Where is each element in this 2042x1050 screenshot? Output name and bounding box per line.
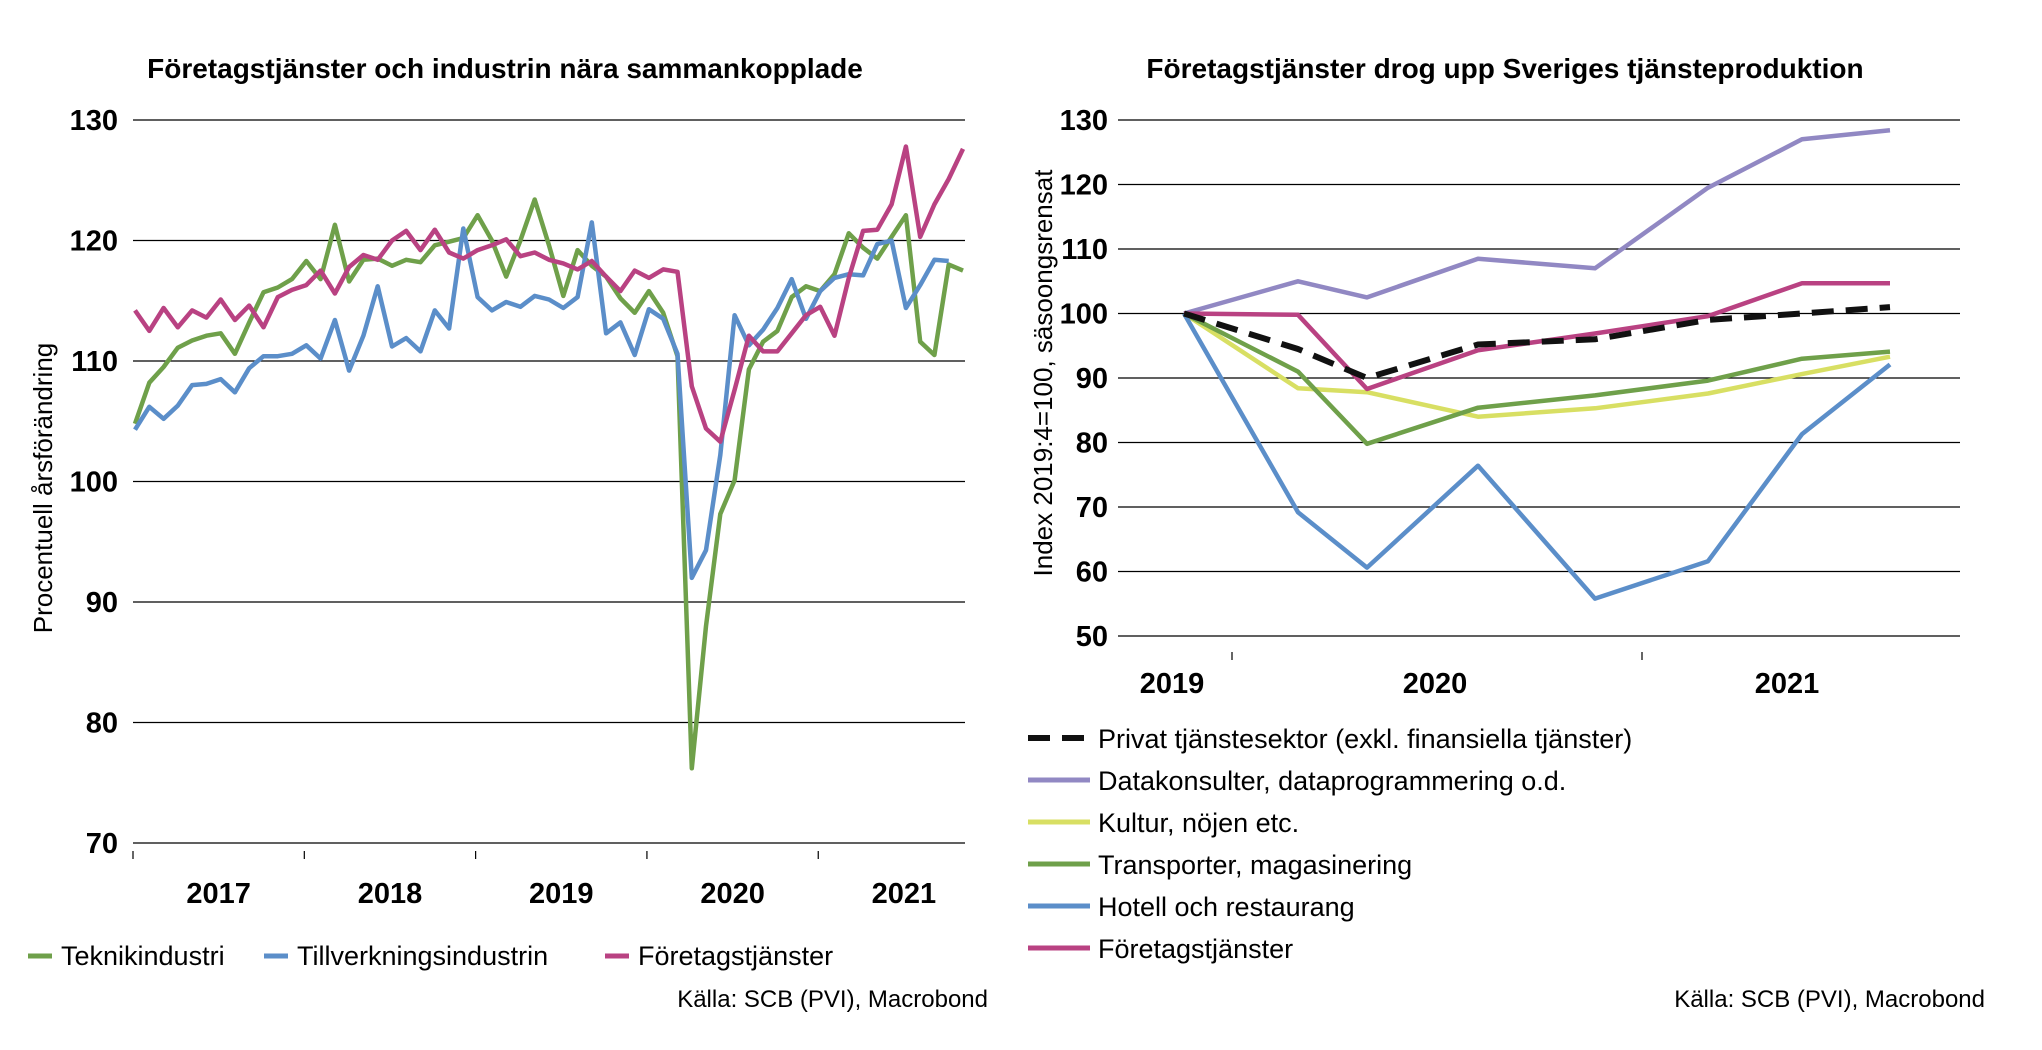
legend-label: Hotell och restaurang — [1098, 892, 1355, 922]
chart-left-series — [132, 144, 966, 771]
y-tick-label: 90 — [1076, 363, 1108, 395]
x-tick-label: 2018 — [358, 878, 423, 910]
legend-label: Teknikindustri — [61, 941, 225, 971]
y-tick-label: 110 — [71, 346, 118, 378]
x-tick-label: 2019 — [1140, 668, 1205, 700]
y-tick-label: 70 — [1076, 492, 1108, 524]
chart-left-source: Källa: SCB (PVI), Macrobond — [677, 986, 988, 1013]
y-tick-label: 90 — [86, 587, 118, 619]
y-tick-label: 110 — [1061, 234, 1108, 266]
series-line-2 — [1183, 128, 1891, 316]
chart-right-y-axis-label: Index 2019:4=100, säsoongsrensat — [1028, 169, 1058, 577]
series-line-1 — [132, 197, 964, 771]
series-line-3 — [1182, 311, 1891, 419]
y-tick-label: 80 — [86, 708, 118, 740]
y-tick-label: 120 — [70, 226, 118, 258]
chart-right: Företagstjänster drog upp Sveriges tjäns… — [1028, 53, 1985, 1013]
legend-label: Företagstjänster — [638, 941, 833, 971]
legend-label: Företagstjänster — [1098, 934, 1293, 964]
y-tick-label: 70 — [86, 828, 118, 860]
x-tick-label: 2020 — [700, 878, 765, 910]
chart-left-y-axis-label: Procentuell årsförändring — [28, 343, 58, 634]
y-tick-label: 120 — [1060, 170, 1108, 202]
chart-right-series — [1182, 128, 1892, 601]
chart-left-y-ticks: 130 120 110 100 90 80 70 — [70, 105, 118, 860]
chart-right-gridlines — [1118, 119, 1960, 637]
chart-right-title: Företagstjänster drog upp Sveriges tjäns… — [1146, 53, 1863, 84]
series-line-2 — [133, 220, 949, 581]
chart-right-legend: Privat tjänstesektor (exkl. finansiella … — [1028, 724, 1632, 964]
legend-label: Privat tjänstesektor (exkl. finansiella … — [1098, 724, 1632, 754]
x-tick-label: 2020 — [1403, 668, 1468, 700]
series-line-5 — [1182, 312, 1892, 601]
x-tick-label: 2021 — [1755, 668, 1820, 700]
chart-left-legend: Teknikindustri Tillverkningsindustrin Före… — [28, 941, 833, 971]
legend-label: Datakonsulter, dataprogrammering o.d. — [1098, 766, 1566, 796]
y-tick-label: 100 — [1060, 299, 1108, 331]
series-line-4 — [1182, 311, 1891, 447]
x-tick-label: 2019 — [529, 878, 594, 910]
series-line-3 — [133, 144, 966, 444]
y-tick-label: 130 — [70, 105, 118, 137]
chart-left: Företagstjänster och industrin nära samm… — [28, 53, 988, 1013]
x-tick-label: 2021 — [872, 878, 937, 910]
y-tick-label: 100 — [70, 467, 118, 499]
y-tick-label: 50 — [1076, 621, 1108, 653]
y-tick-label: 80 — [1076, 428, 1108, 460]
legend-label: Transporter, magasinering — [1098, 850, 1412, 880]
series-line-6 — [1183, 280, 1890, 392]
chart-left-x-axis: 2017 2018 2019 2020 2021 — [132, 851, 937, 910]
chart-right-y-ticks: 130 120 110 100 90 80 70 60 50 — [1060, 105, 1108, 653]
chart-right-source: Källa: SCB (PVI), Macrobond — [1674, 986, 1985, 1013]
series-line-1 — [1183, 304, 1891, 381]
y-tick-label: 130 — [1060, 105, 1108, 137]
chart-right-x-axis: 2019 2020 2021 — [1140, 652, 1820, 700]
x-tick-label: 2017 — [186, 878, 251, 910]
legend-label: Kultur, nöjen etc. — [1098, 808, 1299, 838]
legend-label: Tillverkningsindustrin — [297, 941, 548, 971]
y-tick-label: 60 — [1076, 557, 1108, 589]
chart-left-title: Företagstjänster och industrin nära samm… — [147, 53, 863, 84]
chart-left-gridlines — [133, 119, 965, 844]
